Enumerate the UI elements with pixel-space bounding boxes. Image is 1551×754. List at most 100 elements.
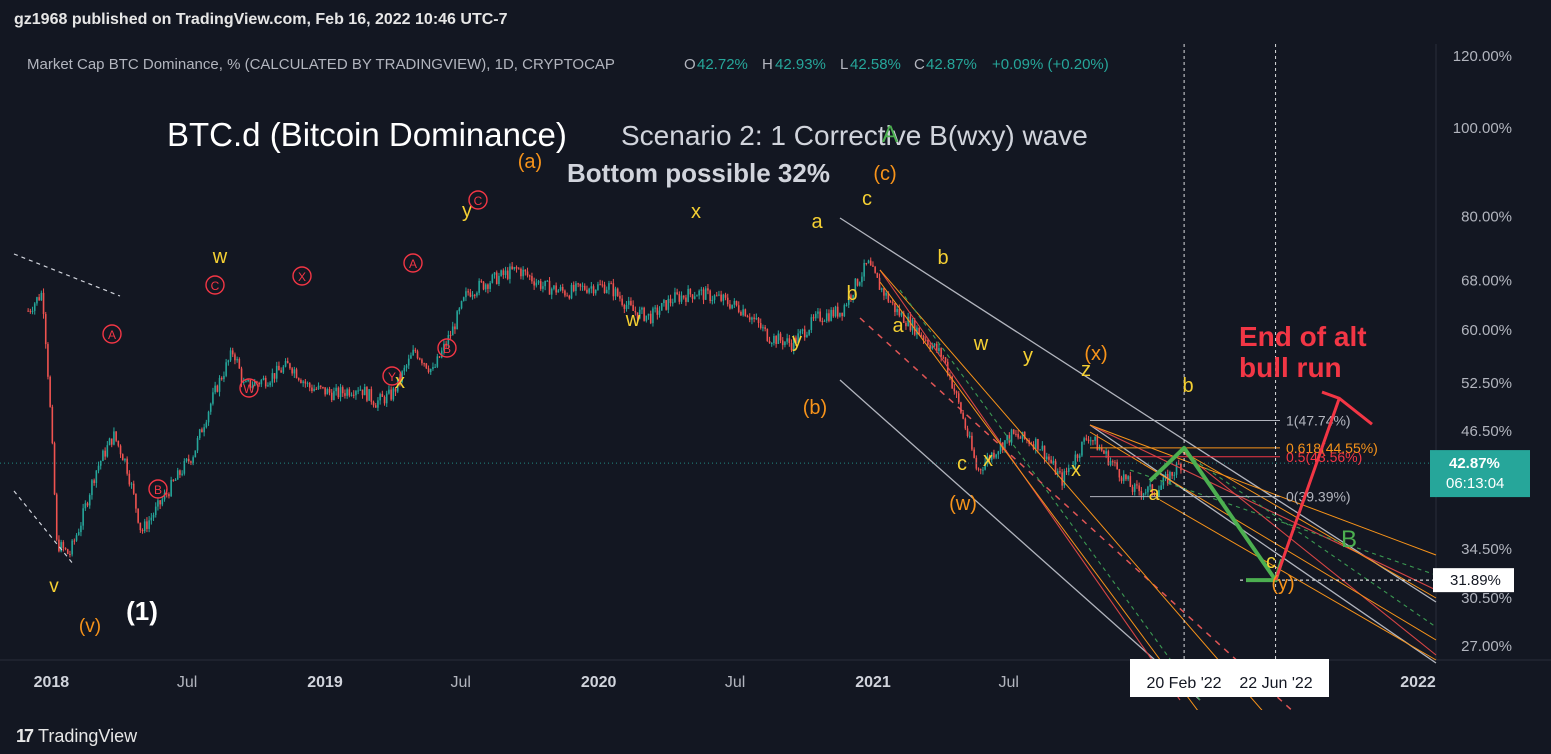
candle-body: [872, 265, 874, 267]
candle-body: [328, 388, 331, 393]
candle-body: [649, 313, 652, 324]
circled-label-ring: [468, 190, 488, 210]
candle-body: [218, 377, 221, 392]
candle-body: [27, 310, 29, 312]
candle-body: [685, 297, 687, 302]
candle-body: [240, 368, 243, 383]
wave-label: y: [1023, 345, 1033, 367]
candle-body: [438, 356, 441, 358]
candle-body: [513, 266, 516, 269]
candle-body: [627, 300, 630, 305]
candle-body: [671, 302, 674, 304]
legend-text: L: [840, 56, 848, 73]
candle-body: [561, 287, 564, 291]
candle-body: [845, 304, 848, 306]
candle-body: [726, 297, 729, 305]
candle-body: [302, 381, 304, 383]
wave-label: c: [957, 453, 967, 475]
y-tick-label: 52.50%: [1461, 375, 1512, 392]
candle-body: [1120, 477, 1123, 482]
chart-area[interactable]: 120.00% 100.00% 80.00% 68.00% 60.00% 52.50% 46…: [0, 44, 1551, 710]
candle-body: [722, 294, 725, 301]
candle-body: [944, 357, 947, 362]
candle-body: [836, 306, 839, 317]
candle-body: [284, 360, 287, 367]
tradingview-logo[interactable]: 17 TradingView: [16, 726, 137, 747]
candle-body: [31, 310, 34, 312]
candle-body: [766, 328, 769, 341]
candle-body: [1023, 431, 1026, 439]
candle-body: [357, 390, 359, 392]
candle-body: [896, 309, 898, 313]
candle-body: [476, 292, 478, 296]
candle-body: [245, 381, 247, 383]
candle-body: [337, 387, 340, 398]
candle-body: [1006, 435, 1008, 441]
candle-body: [1092, 440, 1094, 442]
candle-body: [1133, 484, 1136, 492]
candle-body: [469, 292, 472, 297]
candle-body: [295, 369, 298, 379]
candle-body: [660, 303, 663, 311]
candle-body: [319, 385, 322, 388]
candle-body: [1076, 454, 1079, 458]
candle-body: [883, 288, 885, 296]
candle-body: [680, 295, 683, 302]
annotation-title: BTC.d (Bitcoin Dominance): [167, 116, 567, 153]
candle-body: [544, 280, 546, 287]
candle-body: [812, 317, 815, 319]
channel-red: [1179, 449, 1437, 656]
wave-label: c: [1266, 551, 1276, 573]
candle-body: [198, 429, 201, 439]
wave-label: B: [1341, 526, 1357, 553]
candle-body: [740, 311, 742, 316]
candle-body: [1061, 472, 1063, 486]
legend: Market Cap BTC Dominance, % (CALCULATED …: [27, 56, 1109, 73]
candle-body: [515, 266, 518, 269]
candle-body: [425, 363, 428, 369]
candle-body: [511, 266, 513, 269]
y-tick-label: 27.00%: [1461, 638, 1512, 655]
target-badge: [1433, 568, 1514, 593]
candle-body: [1056, 471, 1059, 475]
candle-body: [207, 411, 210, 423]
candle-body: [174, 479, 177, 481]
candle-body: [773, 335, 775, 344]
candle-body: [44, 314, 47, 345]
candle-body: [330, 392, 333, 401]
candle-body: [491, 274, 494, 283]
candle-body: [995, 454, 997, 458]
x-tick-label: Jul: [998, 674, 1018, 691]
candle-body: [317, 385, 320, 389]
candle-body: [80, 525, 82, 533]
candle-body: [821, 320, 824, 322]
candle-body: [632, 305, 634, 311]
candle-body: [918, 327, 920, 335]
candle-body: [597, 284, 599, 290]
wave-label: a: [892, 315, 904, 337]
candle-body: [1114, 462, 1116, 464]
candle-body: [889, 301, 892, 303]
candle-body: [203, 427, 205, 433]
candle-body: [500, 270, 502, 276]
candle-body: [190, 461, 192, 463]
candle-body: [858, 282, 861, 286]
candle-body: [704, 288, 707, 300]
candle-body: [841, 312, 843, 317]
candle-body: [997, 451, 1000, 455]
candle-body: [267, 385, 269, 387]
legend-text: 42.58%: [850, 56, 901, 73]
wave-label: (b): [803, 397, 827, 419]
candle-body: [751, 317, 753, 320]
candle-body: [687, 288, 689, 302]
date-badge: 20 Feb '22: [1146, 675, 1221, 692]
wave-label: (w): [949, 493, 977, 515]
candle-body: [819, 311, 821, 321]
candle-body: [471, 294, 474, 297]
candle-body: [502, 270, 505, 276]
candle-body: [643, 307, 645, 321]
candle-body: [1111, 461, 1114, 463]
price-chart[interactable]: 120.00% 100.00% 80.00% 68.00% 60.00% 52.50% 46…: [0, 44, 1551, 710]
candle-body: [49, 376, 51, 407]
candle-body: [799, 330, 802, 334]
